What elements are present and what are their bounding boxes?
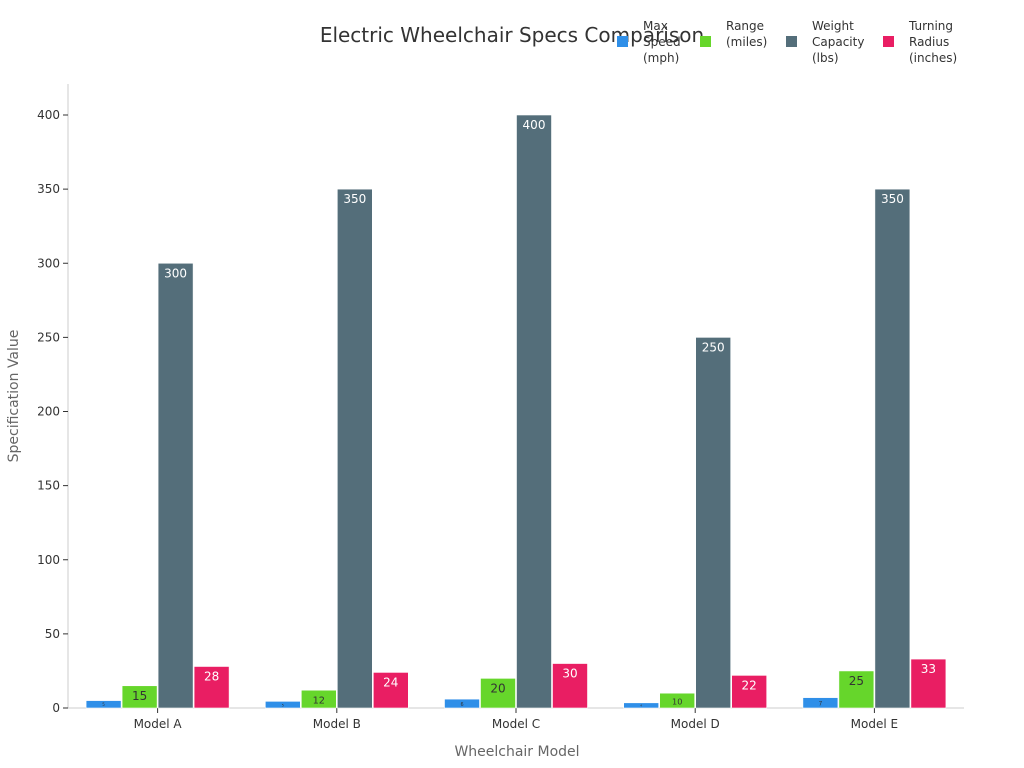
bar [731,675,768,709]
y-tick-label: 0 [52,701,60,715]
x-tick-label: Model E [851,717,898,731]
x-tick-label: Model C [492,717,540,731]
x-tick-label: Model D [671,717,720,731]
bar [264,701,301,709]
bar [910,658,947,709]
bar [85,700,122,709]
bar-value-label: 12 [313,696,325,707]
bar-value-label: 250 [702,340,725,354]
bar [838,670,875,709]
bar [874,188,911,709]
bar-value-label: 22 [742,678,757,692]
legend-label: Range (miles) [726,19,767,49]
legend-swatch [617,36,628,47]
bar-value-label: 5 [282,703,284,707]
bar [193,666,230,709]
bar [516,114,552,709]
bar [695,337,732,709]
bar [444,698,480,709]
bar [623,702,660,709]
bar-value-label: 28 [204,669,219,683]
chart-title: Electric Wheelchair Specs Comparison [320,23,704,47]
bar [480,678,516,709]
bar-value-label: 7 [819,701,823,707]
bar [802,697,839,709]
bar-value-label: 6 [460,702,463,708]
y-tick-label: 200 [37,405,60,419]
legend-label: Turning Radius (inches) [908,19,957,65]
bar-value-label: 20 [490,681,505,695]
bar [121,685,158,709]
legend-swatch [883,36,894,47]
bar-value-label: 350 [343,192,366,206]
bar-value-label: 15 [132,689,147,703]
y-axis-title: Specification Value [6,330,22,463]
x-tick-label: Model A [134,717,183,731]
legend: Max Speed (mph) Range (miles) Weight Capacity(… [617,19,957,65]
bar-value-label: 10 [672,696,682,706]
bar [659,692,696,709]
y-tick-label: 100 [37,553,60,567]
bar [300,689,337,709]
bar-value-label: 5 [102,702,105,707]
x-axis: Model A Model B Model C Model D Model E [68,707,964,731]
legend-swatch [700,36,711,47]
legend-swatch [786,36,797,47]
x-tick-label: Model B [313,717,361,731]
bar-value-label: 350 [881,192,904,206]
y-tick-label: 250 [37,330,60,344]
bar-value-label: 300 [164,266,187,280]
bar [336,188,373,709]
y-tick-label: 300 [37,256,60,270]
y-tick-label: 350 [37,182,60,196]
legend-label: Max Speed (mph) [643,19,681,65]
bar-value-label: 400 [523,118,546,132]
x-axis-title: Wheelchair Model [454,744,579,760]
bar [552,663,588,709]
y-axis: 0 50 100 150 200 250 300 350 400 [37,84,69,715]
legend-label: Weight Capacity (lbs) [812,19,864,65]
y-tick-label: 400 [37,108,60,122]
bar-value-label: 33 [921,662,936,676]
bars: 5 15 300 28 5 12 350 24 6 20 400 30 4 10 250 22 7 25 350 33 [85,114,947,709]
bar-value-label: 24 [383,675,398,689]
bar-value-label: 4 [640,704,642,708]
y-tick-label: 150 [37,479,60,493]
bar [157,262,194,709]
bar-value-label: 25 [849,674,864,688]
bar [372,672,409,709]
y-tick-label: 50 [45,627,60,641]
bar-value-label: 30 [562,667,577,681]
